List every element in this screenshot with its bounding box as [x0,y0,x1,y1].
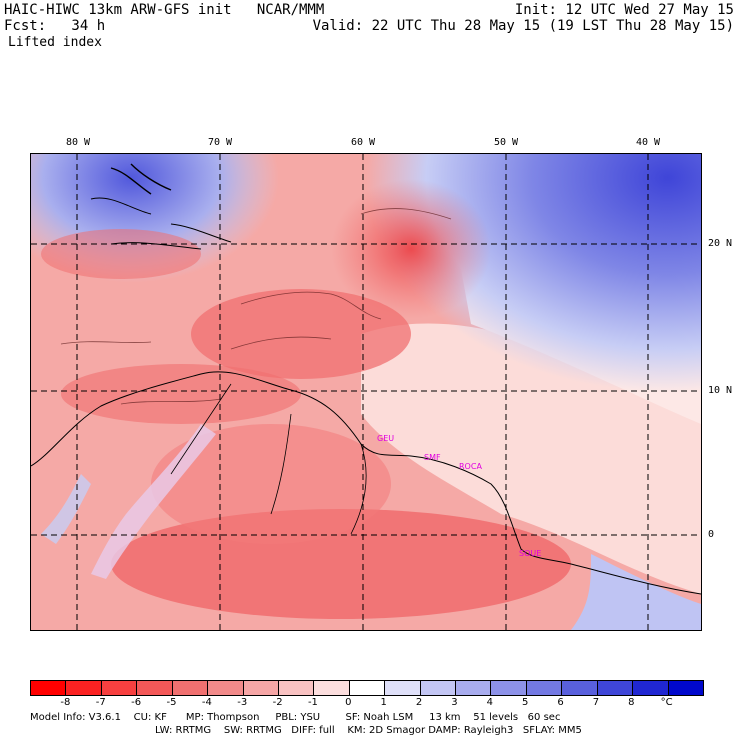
lon-label-70w: 70 W [208,137,233,148]
colorbar-cell [491,681,527,695]
lat-label-10n: 10 N [708,385,733,396]
station-soue: SOUE [519,549,541,558]
model-title: HAIC-HIWC 13km ARW-GFS init NCAR/MMM [4,2,325,18]
colorbar-cell [420,681,457,695]
colorbar-label: 5 [521,697,529,708]
colorbar-label: -1 [307,697,318,708]
colorbar-label: 3 [451,697,458,708]
field-neg-antilles [41,229,201,279]
model-info-line1: Model Info: V3.6.1 CU: KF MP: Thompson P… [30,712,561,723]
colorbar-label: 6 [557,697,564,708]
field-neg-guiana [151,424,391,544]
lifted-index-map: GEU SMF ROCA SOUE [30,153,702,631]
colorbar-cell [526,681,563,695]
lon-label-50w: 50 W [494,137,519,148]
colorbar-cell [243,681,279,695]
map-canvas: GEU SMF ROCA SOUE [31,154,701,630]
colorbar-label: -5 [166,697,177,708]
colorbar-label: -2 [272,697,283,708]
field-positive-se [571,554,701,630]
colorbar [30,680,704,696]
colorbar-label: 0 [345,697,352,708]
colorbar-cell [349,681,386,695]
colorbar-cell [31,681,67,695]
colorbar-label: -4 [201,697,212,708]
coastline-south-america [31,371,701,595]
field-neg-central-north [331,179,491,319]
colorbar-label: 2 [415,697,423,708]
lon-label-80w: 80 W [66,137,91,148]
colorbar-label: 4 [486,697,493,708]
lat-label-0: 0 [708,529,715,540]
colorbar-cell [137,681,173,695]
colorbar-cell [66,681,102,695]
colorbar-label: -3 [237,697,248,708]
colorbar-label: -8 [60,697,71,708]
coastline-bahamas [110,163,172,195]
colorbar-cell [101,681,138,695]
li-contours [60,208,452,405]
colorbar-label: 7 [592,697,600,708]
colorbar-label: -7 [95,697,106,708]
lon-label-40w: 40 W [636,137,661,148]
colorbar-cell [562,681,598,695]
country-borders [170,383,367,535]
field-neg-mid [191,289,411,379]
colorbar-cell [172,681,209,695]
station-smf: SMF [424,453,441,462]
colorbar-cell [633,681,669,695]
field-pacific-blue [41,474,91,544]
lat-lon-grid [31,154,701,630]
field-neg-caribbean [61,364,301,424]
lon-label-60w: 60 W [351,137,376,148]
colorbar-cell [456,681,492,695]
station-geu: GEU [377,434,394,443]
forecast-hour: Fcst: 34 h [4,18,106,34]
model-info-line2: LW: RRTMG SW: RRTMG DIFF: full KM: 2D Sm… [155,725,582,736]
field-andes [91,424,216,579]
init-time: Init: 12 UTC Wed 27 May 15 [514,2,734,18]
colorbar-cell [385,681,421,695]
colorbar-cell [278,681,315,695]
colorbar-cell [597,681,634,695]
colorbar-label: 1 [380,697,387,708]
colorbar-label: 8 [628,697,635,708]
lat-label-20n: 20 N [708,238,733,249]
colorbar-cell [208,681,244,695]
field-name: Lifted index [8,35,102,50]
colorbar-cell [668,681,704,695]
station-roca: ROCA [459,462,482,471]
valid-time: Valid: 22 UTC Thu 28 May 15 (19 LST Thu … [312,18,734,34]
colorbar-label: -6 [131,697,142,708]
colorbar-label: °C [660,697,673,708]
colorbar-cell [314,681,350,695]
